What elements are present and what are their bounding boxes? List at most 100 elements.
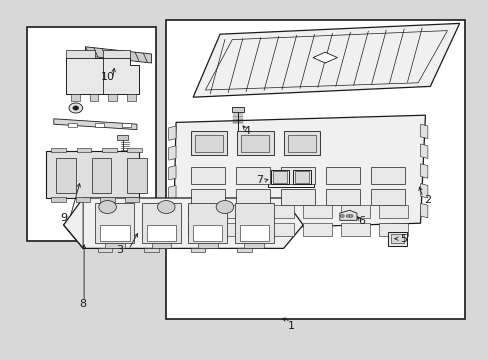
Bar (144, 248, 159, 252)
Bar (325, 167, 359, 184)
Bar (273, 171, 286, 183)
Polygon shape (193, 23, 459, 97)
Polygon shape (173, 115, 425, 230)
Bar (193, 225, 222, 241)
Polygon shape (420, 124, 427, 139)
Bar (146, 225, 176, 241)
Bar (283, 131, 320, 155)
Text: 7: 7 (255, 175, 262, 185)
Bar (98, 248, 112, 252)
Polygon shape (66, 58, 139, 94)
Polygon shape (168, 146, 176, 160)
Bar (127, 148, 142, 152)
Text: 6: 6 (358, 216, 365, 226)
Bar (68, 123, 77, 127)
Bar (190, 248, 205, 252)
Bar (51, 148, 66, 152)
Circle shape (340, 215, 344, 217)
Bar (56, 158, 76, 193)
Bar (271, 170, 288, 184)
Bar (370, 167, 404, 184)
Bar (287, 135, 315, 152)
Bar (325, 189, 359, 205)
Text: 5: 5 (399, 234, 406, 244)
Polygon shape (420, 164, 427, 178)
Polygon shape (420, 144, 427, 158)
Bar (226, 205, 255, 218)
Bar (190, 189, 224, 205)
Bar (66, 50, 95, 58)
Bar (241, 135, 269, 152)
Text: 4: 4 (243, 126, 250, 136)
Circle shape (348, 215, 352, 217)
Bar (390, 234, 403, 243)
Polygon shape (85, 47, 151, 63)
Bar (89, 94, 98, 101)
Bar (370, 189, 404, 205)
Polygon shape (168, 185, 176, 200)
Bar (27, 27, 156, 241)
Text: 3: 3 (116, 245, 123, 255)
Bar (194, 135, 223, 152)
Bar (166, 20, 464, 319)
Bar (302, 205, 331, 218)
Polygon shape (95, 203, 134, 243)
Bar (340, 205, 369, 218)
Bar (378, 205, 407, 218)
Polygon shape (46, 151, 139, 198)
Bar (295, 171, 308, 183)
Text: 2: 2 (424, 195, 430, 205)
Polygon shape (188, 203, 227, 243)
Bar (108, 94, 117, 101)
Bar (117, 135, 128, 140)
Bar (71, 94, 80, 101)
Bar (387, 232, 406, 246)
Bar (51, 197, 66, 202)
Bar (188, 223, 217, 236)
Circle shape (73, 106, 79, 110)
Bar (280, 167, 314, 184)
Circle shape (346, 215, 349, 217)
Bar (264, 205, 293, 218)
Text: 9: 9 (60, 213, 67, 223)
Bar (95, 123, 104, 127)
Bar (235, 167, 269, 184)
Bar (280, 189, 314, 205)
Text: 1: 1 (287, 321, 294, 331)
Circle shape (157, 201, 175, 213)
Polygon shape (339, 210, 356, 220)
Polygon shape (142, 203, 181, 243)
Text: 8: 8 (80, 299, 86, 309)
Bar (188, 205, 217, 218)
Bar (378, 223, 407, 236)
Circle shape (99, 201, 116, 213)
Bar (293, 170, 310, 184)
Bar (239, 225, 268, 241)
Polygon shape (420, 203, 427, 218)
Bar (244, 243, 264, 248)
Bar (198, 243, 217, 248)
Bar (76, 197, 90, 202)
Polygon shape (168, 126, 176, 140)
Bar (264, 223, 293, 236)
Bar (190, 167, 224, 184)
Bar (190, 131, 227, 155)
Circle shape (216, 201, 233, 213)
Bar (100, 225, 129, 241)
Polygon shape (420, 184, 427, 198)
Bar (127, 158, 146, 193)
Bar (235, 189, 269, 205)
Polygon shape (234, 203, 273, 243)
Bar (237, 131, 273, 155)
Bar (340, 223, 369, 236)
Polygon shape (312, 52, 337, 63)
Bar (127, 94, 136, 101)
Text: 10: 10 (101, 72, 114, 82)
Bar (122, 123, 131, 127)
Bar (100, 197, 115, 202)
Bar (77, 148, 91, 152)
Bar (102, 50, 129, 58)
Polygon shape (168, 205, 176, 220)
Polygon shape (54, 119, 137, 130)
Bar (124, 197, 139, 202)
